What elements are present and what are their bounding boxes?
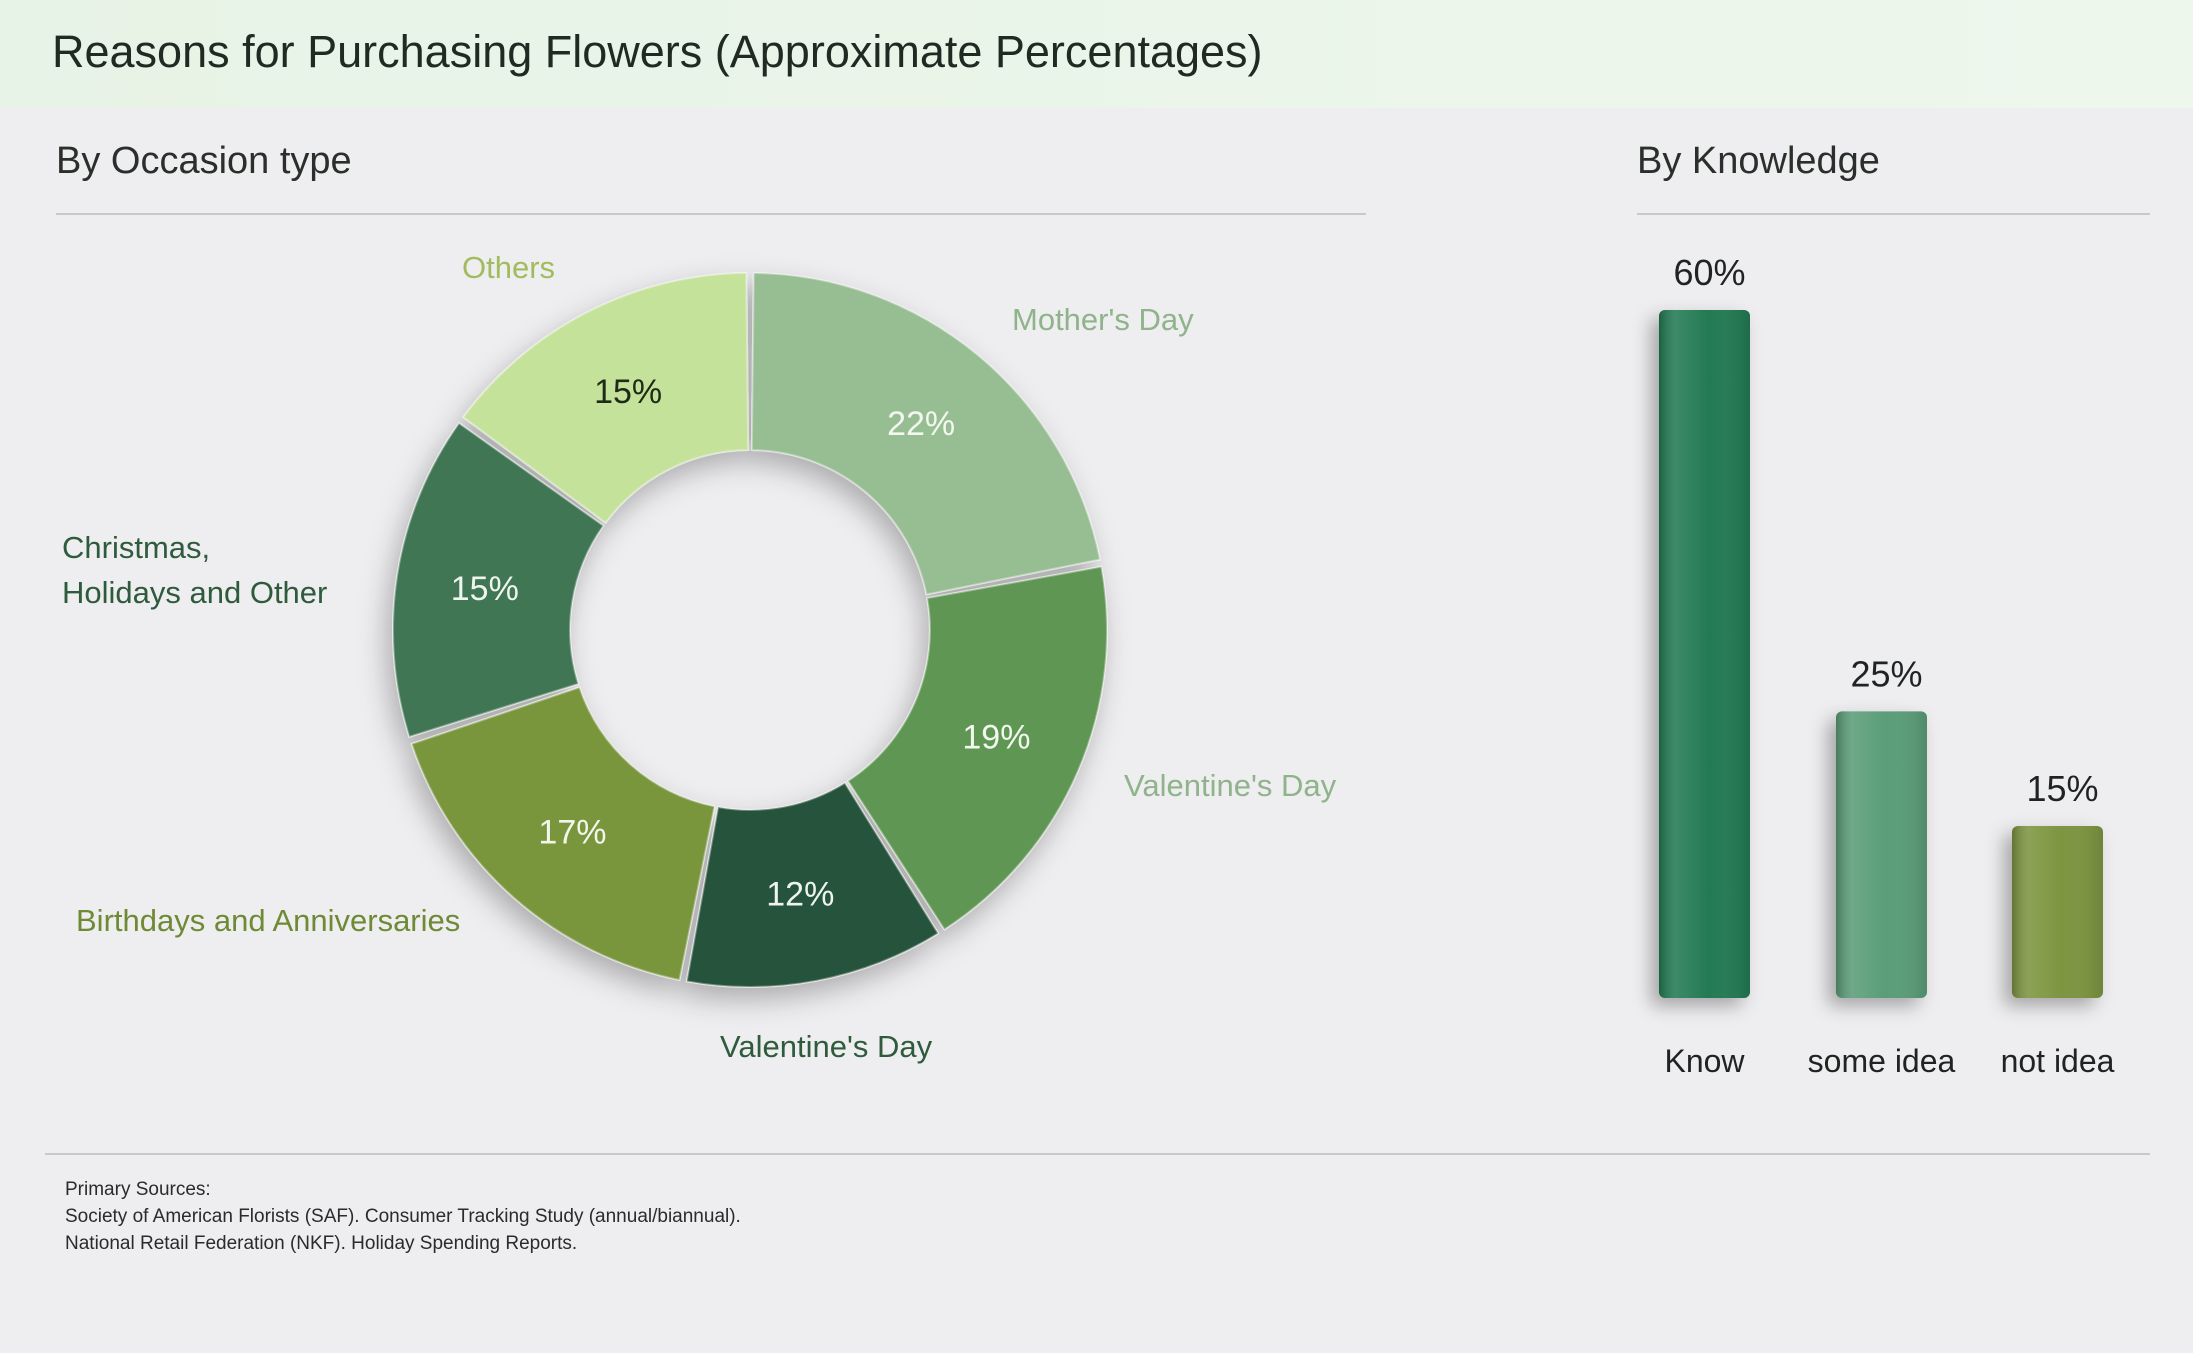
- footer-divider: [45, 1153, 2150, 1155]
- sources-block: Primary Sources: Society of American Flo…: [65, 1176, 741, 1257]
- donut-slice-valentine-s-day-1: [846, 565, 1108, 931]
- bar-value-label: 25%: [1850, 653, 1922, 694]
- donut-value-label: 15%: [451, 570, 519, 608]
- donut-category-label: Others: [462, 250, 555, 285]
- source-line: Society of American Florists (SAF). Cons…: [65, 1206, 741, 1227]
- donut-category-label: Mother's Day: [1012, 302, 1194, 337]
- bar-gloss: [1659, 310, 1750, 998]
- occasion-divider: [56, 213, 1366, 215]
- donut-category-label: Christmas, Holidays and Other: [62, 530, 327, 610]
- donut-slice-birthdays-and-anniversaries-3: [410, 686, 716, 982]
- donut-labels: 22% Mother's Day 19% Valentine's Day 12% Vale…: [62, 250, 1337, 1064]
- bar-category-label: not idea: [2001, 1043, 2115, 1079]
- chart-title: Reasons for Purchasing Flowers (Approxim…: [52, 26, 1263, 77]
- bar-chart: 60% Know 25% some idea 15% not idea: [1659, 252, 2115, 1079]
- donut-slice-others-5: [461, 272, 750, 525]
- donut-value-label: 12%: [766, 876, 834, 914]
- section-title-knowledge: By Knowledge: [1637, 140, 1880, 182]
- header-band: Reasons for Purchasing Flowers (Approxim…: [0, 0, 2193, 108]
- donut-value-label: 19%: [962, 719, 1030, 757]
- bar-value-label: 15%: [2026, 768, 2098, 809]
- bar-gloss: [2012, 826, 2103, 998]
- source-line: National Retail Federation (NKF). Holida…: [65, 1233, 578, 1254]
- section-title-occasion: By Occasion type: [56, 140, 352, 182]
- donut-value-label: 15%: [594, 373, 662, 411]
- sources-heading: Primary Sources:: [65, 1179, 211, 1200]
- donut-category-label: Valentine's Day: [1124, 768, 1337, 803]
- donut-chart: [392, 272, 1108, 988]
- donut-value-label: 17%: [538, 813, 606, 851]
- donut-value-label: 22%: [887, 405, 955, 443]
- bar-value-label: 60%: [1673, 252, 1745, 293]
- bar-gloss: [1836, 711, 1927, 998]
- donut-slice-valentine-s-day-2: [685, 781, 940, 988]
- donut-slice-christmas-holidays-and-other-4: [392, 421, 605, 739]
- donut-category-label: Valentine's Day: [720, 1029, 933, 1064]
- bar-category-label: some idea: [1808, 1043, 1956, 1079]
- donut-slice-mother-s-day-0: [750, 272, 1102, 596]
- knowledge-divider: [1637, 213, 2150, 215]
- bar-category-label: Know: [1664, 1043, 1745, 1079]
- donut-category-label: Birthdays and Anniversaries: [76, 903, 460, 938]
